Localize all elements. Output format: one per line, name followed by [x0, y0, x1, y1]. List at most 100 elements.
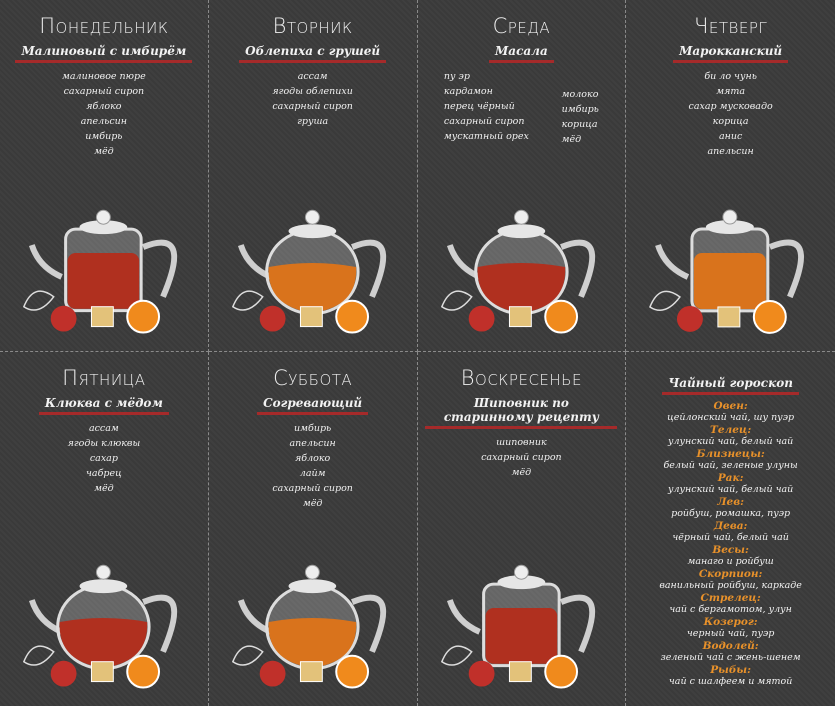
horoscope-title: Чайный гороскоп	[662, 376, 799, 395]
ingredient: сахар мусковадо	[688, 101, 773, 112]
ingredient: мята	[716, 86, 746, 97]
ingredient: мёд	[302, 498, 323, 509]
day-panel-3: Среда Масала пу эр кардамон перец чёрный саха…	[417, 0, 627, 352]
ingredient: сахарный сироп	[481, 452, 562, 463]
zodiac-teas: цейлонский чай, шу пуэр	[667, 412, 795, 423]
ingredient: имбирь	[294, 423, 332, 434]
zodiac-sign: Стрелец:	[700, 592, 761, 604]
lid-knob	[722, 209, 738, 225]
fruit-icon	[50, 660, 77, 687]
day-panel-1: Понедельник Малиновый с имбирём малиновое …	[0, 0, 209, 352]
zodiac-sign: Дева:	[713, 520, 748, 532]
lid-knob	[95, 564, 111, 580]
ingredient-list: ассам ягоды облепихи сахарный сироп груша	[209, 69, 417, 129]
teapot-illustration	[649, 209, 805, 334]
zodiac-sign: Рак:	[717, 472, 744, 484]
fruit-icon	[50, 305, 77, 332]
tea-name: Шиповник по старинному рецепту	[425, 396, 618, 429]
sugar-cube-icon	[299, 661, 323, 683]
ingredient: лайм	[299, 468, 326, 479]
ingredient: груша	[297, 116, 329, 127]
sugar-cube-icon	[90, 661, 114, 683]
fruit-icon	[259, 660, 286, 687]
orange-slice-icon	[126, 654, 161, 689]
illustration	[418, 167, 626, 347]
ingredient: пу эр	[443, 71, 470, 82]
ingredient-column: малиновое пюре сахарный сироп яблоко апельс…	[0, 69, 208, 159]
ingredient: мёд	[561, 134, 582, 145]
zodiac-teas: манаго и ройбуш	[687, 556, 774, 567]
ingredient: сахарный сироп	[63, 86, 145, 97]
illustration	[209, 522, 417, 702]
orange-slice-icon	[753, 299, 788, 334]
teapot-spout	[655, 244, 690, 280]
ingredient: яблоко	[295, 453, 331, 464]
ingredient: мёд	[94, 483, 114, 494]
illustration	[418, 522, 626, 702]
tea-name: Малиновый с имбирём	[15, 44, 193, 63]
zodiac-sign: Близнецы:	[696, 448, 765, 460]
teapot-lid	[288, 224, 336, 239]
sugar-cube-icon	[717, 306, 741, 328]
fruit-icon	[259, 305, 286, 332]
zodiac-teas: чай с бергамотом, улун	[669, 604, 792, 615]
ingredient-column: имбирь апельсин яблоко лайм сахарный сироп мё…	[209, 421, 417, 511]
ingredient-list: малиновое пюре сахарный сироп яблоко апельс…	[0, 69, 208, 159]
ingredient: имбирь	[85, 131, 123, 142]
ingredient: молоко	[561, 89, 599, 100]
ingredient: яблоко	[86, 101, 122, 112]
sugar-cube-icon	[508, 306, 532, 328]
tea-liquid	[59, 617, 148, 668]
ingredient: сахарный сироп	[443, 116, 525, 127]
leaf-icon	[22, 290, 55, 311]
ingredient: би ло чунь	[704, 71, 757, 82]
leaf-icon	[649, 290, 682, 311]
day-title: Четверг	[694, 14, 768, 38]
ingredient: малиновое пюре	[61, 71, 146, 82]
zodiac-teas: улунский чай, белый чай	[667, 484, 794, 495]
leaf-icon	[440, 645, 473, 666]
ingredient: мёд	[94, 146, 114, 157]
orange-slice-icon	[543, 654, 578, 689]
fruit-icon	[468, 305, 495, 332]
zodiac-sign: Козерог:	[703, 616, 758, 628]
teapot-spout	[446, 599, 481, 635]
sugar-cube-icon	[508, 661, 532, 683]
teapot-lid	[79, 579, 128, 594]
zodiac-sign: Лев:	[717, 496, 744, 508]
ingredient: сахарный сироп	[272, 483, 353, 494]
ingredient-column: пу эр кардамон перец чёрный сахарный сироп м…	[444, 69, 529, 147]
tea-liquid	[485, 608, 557, 664]
ingredient-list: имбирь апельсин яблоко лайм сахарный сироп мё…	[209, 421, 417, 511]
ingredient: сахар	[89, 453, 118, 464]
teapot-illustration	[440, 564, 595, 689]
ingredient: перец чёрный	[443, 101, 515, 112]
teapot-handle	[350, 239, 386, 298]
zodiac-teas: ройбуш, ромашка, пуэр	[671, 508, 791, 519]
ingredient: мускатный орех	[443, 131, 529, 142]
sugar-cube-icon	[90, 306, 114, 328]
ingredient: апельсин	[289, 438, 336, 449]
ingredient: апельсин	[80, 116, 128, 127]
teapot-handle	[559, 239, 595, 298]
ingredient-column: ассам ягоды облепихи сахарный сироп груша	[209, 69, 417, 129]
orange-slice-icon	[334, 299, 369, 334]
tea-name: Масала	[489, 44, 554, 63]
day-panel-2: Вторник Облепиха с грушей ассам ягоды облеп…	[208, 0, 418, 352]
zodiac-sign: Скорпион:	[698, 568, 763, 580]
day-panel-6: Суббота Согревающий имбирь апельсин яблоко ла…	[208, 352, 418, 706]
tea-liquid	[477, 262, 565, 313]
ingredient-column: ассам ягоды клюквы сахар чабрец мёд	[0, 421, 208, 496]
ingredient: сахарный сироп	[272, 101, 353, 112]
teapot-lid	[79, 220, 128, 235]
ingredient-list: ассам ягоды клюквы сахар чабрец мёд	[0, 421, 208, 496]
sugar-cube-icon	[299, 306, 323, 328]
teapot-lid	[497, 575, 545, 590]
lid-knob	[304, 564, 320, 580]
ingredient: чабрец	[86, 468, 122, 479]
zodiac-teas: черный чай, пуэр	[686, 628, 775, 639]
lid-knob	[513, 209, 529, 225]
day-title: Понедельник	[39, 14, 169, 38]
orange-slice-icon	[543, 299, 578, 334]
ingredient-list: би ло чунь мята сахар мусковадо корица анис а…	[626, 69, 835, 159]
